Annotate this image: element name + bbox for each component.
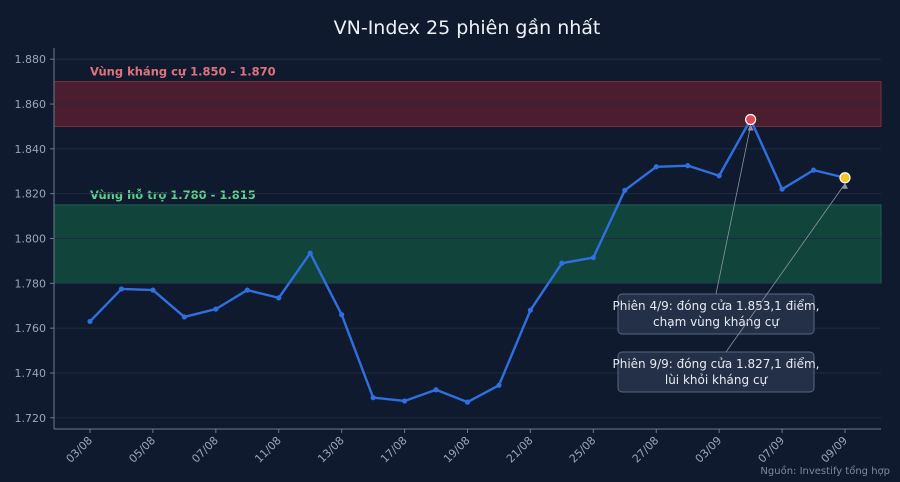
source-note: Nguồn: Investify tổng hợp <box>760 464 890 477</box>
x-tick-label: 21/08 <box>504 434 536 466</box>
callout-line1: Phiên 9/9: đóng cửa 1.827,1 điểm, <box>613 357 820 371</box>
data-point <box>685 163 691 169</box>
zones-layer: Vùng kháng cự 1.850 - 1.870 Vùng hỗ trợ 1… <box>53 65 882 284</box>
grid-layer <box>54 58 881 419</box>
data-point <box>559 260 565 266</box>
data-point <box>716 173 722 179</box>
highlight-marker <box>745 113 757 126</box>
x-tick-label: 27/08 <box>630 434 662 466</box>
x-tick-label: 09/09 <box>819 434 851 466</box>
data-point <box>590 254 596 261</box>
zone-band <box>53 204 882 284</box>
y-tick-label: 1.760 <box>15 322 47 335</box>
data-point <box>276 295 282 301</box>
x-tick-label: 17/08 <box>378 434 410 466</box>
annotation-layer: Phiên 4/9: đóng cửa 1.853,1 điểm, chạm vù… <box>613 113 851 393</box>
callout-line2: chạm vùng kháng cự <box>653 315 780 329</box>
data-point <box>496 382 502 388</box>
zone-label: Vùng hỗ trợ 1.780 - 1.815 <box>90 188 256 202</box>
data-point <box>150 287 156 293</box>
y-tick-label: 1.800 <box>15 233 47 246</box>
callout-line2: lùi khỏi kháng cự <box>665 373 769 387</box>
callout-line1: Phiên 4/9: đóng cửa 1.853,1 điểm, <box>613 299 820 313</box>
chart-title: VN-Index 25 phiên gần nhất <box>334 17 601 39</box>
data-point <box>653 164 659 170</box>
x-tick-label: 07/08 <box>189 434 221 466</box>
data-point <box>370 395 376 401</box>
y-tick-label: 1.860 <box>15 98 47 111</box>
data-point <box>464 399 471 405</box>
y-tick-label: 1.780 <box>15 277 47 290</box>
data-point <box>339 312 345 318</box>
data-point <box>401 398 408 404</box>
x-tick-label: 19/08 <box>441 434 473 466</box>
highlight-marker <box>839 172 851 184</box>
data-point <box>527 307 534 313</box>
data-point <box>779 186 785 192</box>
x-tick-label: 11/08 <box>252 434 284 466</box>
data-point <box>433 387 439 393</box>
callout-leader <box>725 183 846 353</box>
y-tick-label: 1.820 <box>15 188 47 201</box>
data-point <box>213 306 219 312</box>
data-point <box>244 287 250 293</box>
x-tick-label: 25/08 <box>567 434 599 466</box>
x-tick-label: 05/08 <box>126 434 158 466</box>
data-point <box>181 314 187 320</box>
zone-label: Vùng kháng cự 1.850 - 1.870 <box>90 65 276 79</box>
callout-box <box>617 293 815 335</box>
data-point <box>810 167 817 173</box>
x-tick-label: 03/09 <box>693 434 725 466</box>
callout-arrowhead <box>842 182 848 189</box>
data-point <box>307 250 313 256</box>
data-point <box>87 318 93 325</box>
x-tick-label: 07/09 <box>756 434 788 466</box>
x-tick-label: 13/08 <box>315 434 347 466</box>
callout-arrowhead <box>747 124 754 131</box>
data-point <box>118 286 125 292</box>
callout-box <box>617 351 815 393</box>
x-tick-label: 03/08 <box>64 434 96 466</box>
callout-leader <box>715 125 752 295</box>
y-tick-label: 1.840 <box>15 143 47 156</box>
data-point <box>622 187 628 193</box>
y-tick-label: 1.720 <box>15 412 47 425</box>
y-tick-label: 1.740 <box>15 367 47 380</box>
y-tick-label: 1.880 <box>15 53 47 66</box>
